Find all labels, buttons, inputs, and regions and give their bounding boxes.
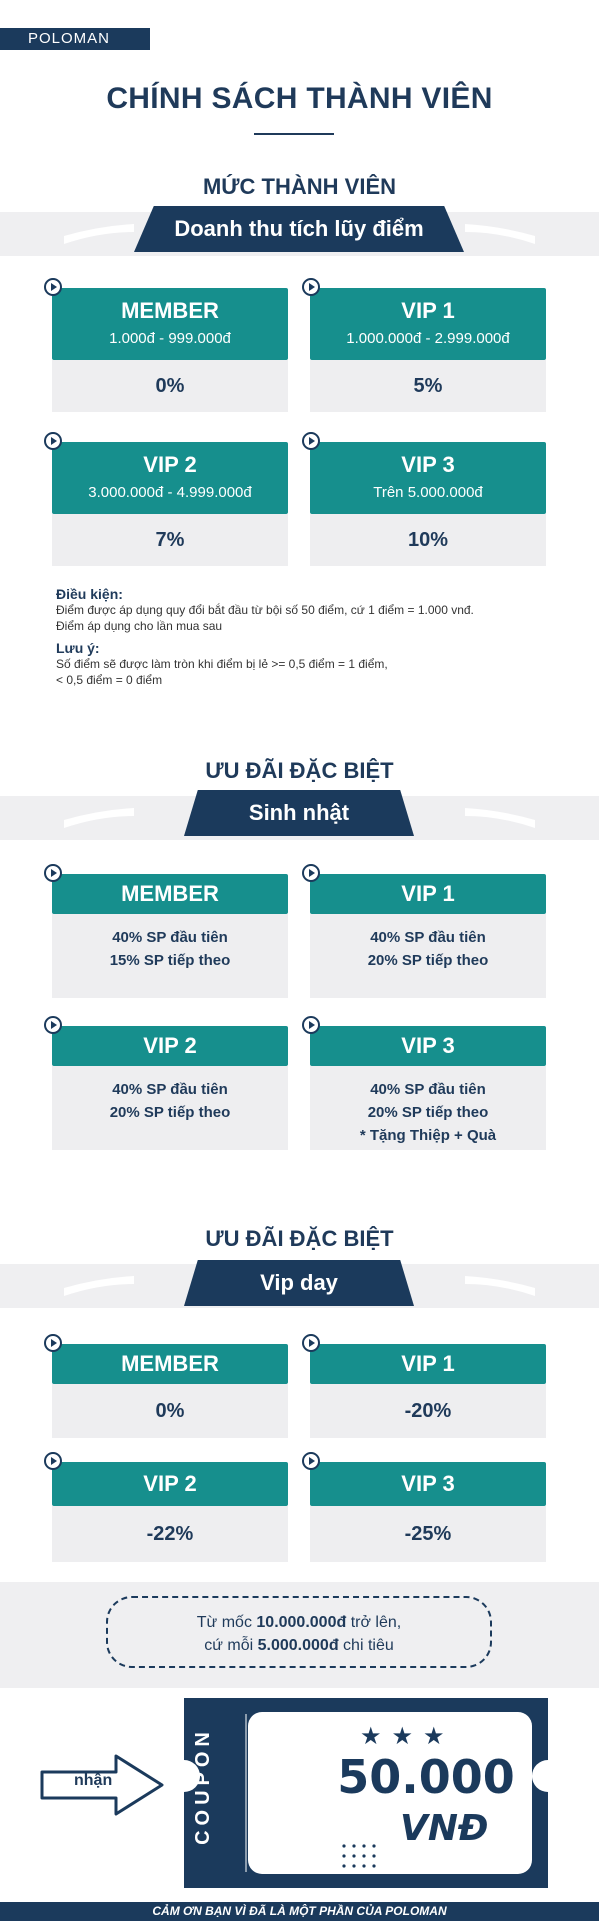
play-icon bbox=[302, 1334, 320, 1352]
card-title: MEMBER bbox=[121, 298, 219, 323]
vipday-card-vip3: VIP 3 -25% bbox=[302, 1452, 546, 1562]
card-title: VIP 1 bbox=[401, 1351, 455, 1376]
conditions-notes: Điều kiện: Điểm được áp dụng quy đổi bắt… bbox=[56, 580, 576, 688]
note-line: Số điểm sẽ được làm tròn khi điểm bị lẻ … bbox=[56, 657, 388, 671]
coupon-ticket bbox=[184, 1698, 548, 1888]
levels-heading: MỨC THÀNH VIÊN bbox=[202, 174, 397, 199]
level-card-vip1: VIP 1 1.000.000đ - 2.999.000đ 5% bbox=[302, 278, 546, 412]
page-title: CHÍNH SÁCH THÀNH VIÊN bbox=[106, 82, 493, 115]
card-line: 20% SP tiếp theo bbox=[109, 1104, 231, 1121]
card-title: VIP 3 bbox=[401, 452, 455, 477]
note-line: < 0,5 điểm = 0 điểm bbox=[56, 673, 163, 687]
brand-logo: POLOMAN bbox=[0, 28, 150, 50]
ribbon-wing-left bbox=[64, 1276, 134, 1296]
conditions-line: Điểm được áp dụng quy đổi bắt đầu từ bội… bbox=[56, 603, 474, 617]
play-icon bbox=[302, 1016, 320, 1034]
play-icon bbox=[44, 1334, 62, 1352]
birthday-card-vip1: VIP 1 40% SP đầu tiên 20% SP tiếp theo bbox=[302, 864, 546, 998]
level-card-member: MEMBER 1.000đ - 999.000đ 0% bbox=[44, 278, 288, 412]
card-line: 20% SP tiếp theo bbox=[367, 952, 489, 969]
ribbon-wing-right bbox=[465, 1276, 535, 1296]
dots-pattern bbox=[342, 1844, 376, 1868]
level-card-vip2: VIP 2 3.000.000đ - 4.999.000đ 7% bbox=[44, 432, 288, 566]
play-icon bbox=[44, 432, 62, 450]
play-icon bbox=[302, 1452, 320, 1470]
card-percent: -20% bbox=[404, 1400, 452, 1422]
title-divider bbox=[254, 133, 334, 135]
offer-band bbox=[0, 1582, 599, 1688]
vipday-heading: ƯU ĐÃI ĐẶC BIỆT bbox=[205, 1226, 394, 1251]
note-title: Lưu ý: bbox=[56, 640, 100, 656]
offer-line: Từ mốc 10.000.000đ trở lên, bbox=[196, 1614, 402, 1631]
offer-line: cứ mỗi 5.000.000đ chi tiêu bbox=[204, 1637, 394, 1654]
card-percent: 0% bbox=[155, 1400, 185, 1422]
card-line: 40% SP đầu tiên bbox=[112, 929, 228, 946]
card-percent: -25% bbox=[404, 1523, 452, 1545]
card-line: 15% SP tiếp theo bbox=[109, 952, 231, 969]
card-line: 40% SP đầu tiên bbox=[370, 929, 486, 946]
play-icon bbox=[44, 864, 62, 882]
card-title: VIP 2 bbox=[143, 452, 197, 477]
coupon-amount: 50.000 bbox=[337, 1750, 515, 1804]
card-range: 1.000đ - 999.000đ bbox=[109, 330, 231, 347]
vipday-card-vip2: VIP 2 -22% bbox=[44, 1452, 288, 1562]
card-line: 40% SP đầu tiên bbox=[112, 1081, 228, 1098]
arrow-label: nhận bbox=[74, 1772, 113, 1789]
play-icon bbox=[44, 278, 62, 296]
card-title: MEMBER bbox=[121, 1351, 219, 1376]
arrow-right-icon bbox=[40, 1754, 164, 1816]
card-title: VIP 1 bbox=[401, 881, 455, 906]
levels-ribbon: Doanh thu tích lũy điểm bbox=[134, 206, 464, 252]
card-title: VIP 3 bbox=[401, 1033, 455, 1058]
ribbon-wing-left bbox=[64, 224, 134, 244]
ribbon-wing-right bbox=[465, 808, 535, 828]
level-card-vip3: VIP 3 Trên 5.000.000đ 10% bbox=[302, 432, 546, 566]
vipday-ribbon: Vip day bbox=[184, 1260, 414, 1306]
card-title: VIP 2 bbox=[143, 1471, 197, 1496]
birthday-ribbon: Sinh nhật bbox=[184, 790, 414, 836]
coupon-currency: VNĐ bbox=[400, 1808, 489, 1849]
play-icon bbox=[302, 432, 320, 450]
card-title: MEMBER bbox=[121, 881, 219, 906]
card-title: VIP 3 bbox=[401, 1471, 455, 1496]
ribbon-wing-left bbox=[64, 808, 134, 828]
play-icon bbox=[302, 278, 320, 296]
card-percent: 0% bbox=[155, 375, 185, 397]
card-range: 3.000.000đ - 4.999.000đ bbox=[88, 484, 252, 501]
card-title: VIP 2 bbox=[143, 1033, 197, 1058]
card-title: VIP 1 bbox=[401, 298, 455, 323]
conditions-title: Điều kiện: bbox=[56, 586, 123, 602]
birthday-card-member: MEMBER 40% SP đầu tiên 15% SP tiếp theo bbox=[44, 864, 288, 998]
birthday-card-vip3: VIP 3 40% SP đầu tiên 20% SP tiếp theo *… bbox=[302, 1016, 546, 1150]
card-line: 20% SP tiếp theo bbox=[367, 1104, 489, 1121]
card-range: Trên 5.000.000đ bbox=[373, 484, 483, 501]
play-icon bbox=[44, 1016, 62, 1034]
vipday-card-member: MEMBER 0% bbox=[44, 1334, 288, 1438]
card-range: 1.000.000đ - 2.999.000đ bbox=[346, 330, 510, 347]
card-percent: -22% bbox=[146, 1523, 194, 1545]
birthday-heading: ƯU ĐÃI ĐẶC BIỆT bbox=[205, 758, 394, 783]
ribbon-wing-right bbox=[465, 224, 535, 244]
offer-amount: 10.000.000đ bbox=[256, 1614, 347, 1631]
play-icon bbox=[44, 1452, 62, 1470]
conditions-line: Điểm áp dụng cho lần mua sau bbox=[56, 619, 223, 633]
coupon-side-label: COUPON bbox=[192, 1727, 214, 1845]
vipday-card-vip1: VIP 1 -20% bbox=[302, 1334, 546, 1438]
card-percent: 5% bbox=[413, 375, 443, 397]
play-icon bbox=[302, 864, 320, 882]
card-percent: 7% bbox=[155, 529, 185, 551]
star-icon: ★★★ bbox=[360, 1723, 455, 1750]
card-line: * Tặng Thiệp + Quà bbox=[359, 1127, 497, 1144]
offer-amount: 5.000.000đ bbox=[257, 1637, 339, 1654]
card-percent: 10% bbox=[407, 529, 449, 551]
footer-thanks: CẢM ƠN BẠN VÌ ĐÃ LÀ MỘT PHẦN CỦA POLOMAN bbox=[0, 1902, 599, 1921]
birthday-card-vip2: VIP 2 40% SP đầu tiên 20% SP tiếp theo bbox=[44, 1016, 288, 1150]
offer-box: Từ mốc 10.000.000đ trở lên, cứ mỗi 5.000… bbox=[106, 1596, 492, 1668]
card-line: 40% SP đầu tiên bbox=[370, 1081, 486, 1098]
